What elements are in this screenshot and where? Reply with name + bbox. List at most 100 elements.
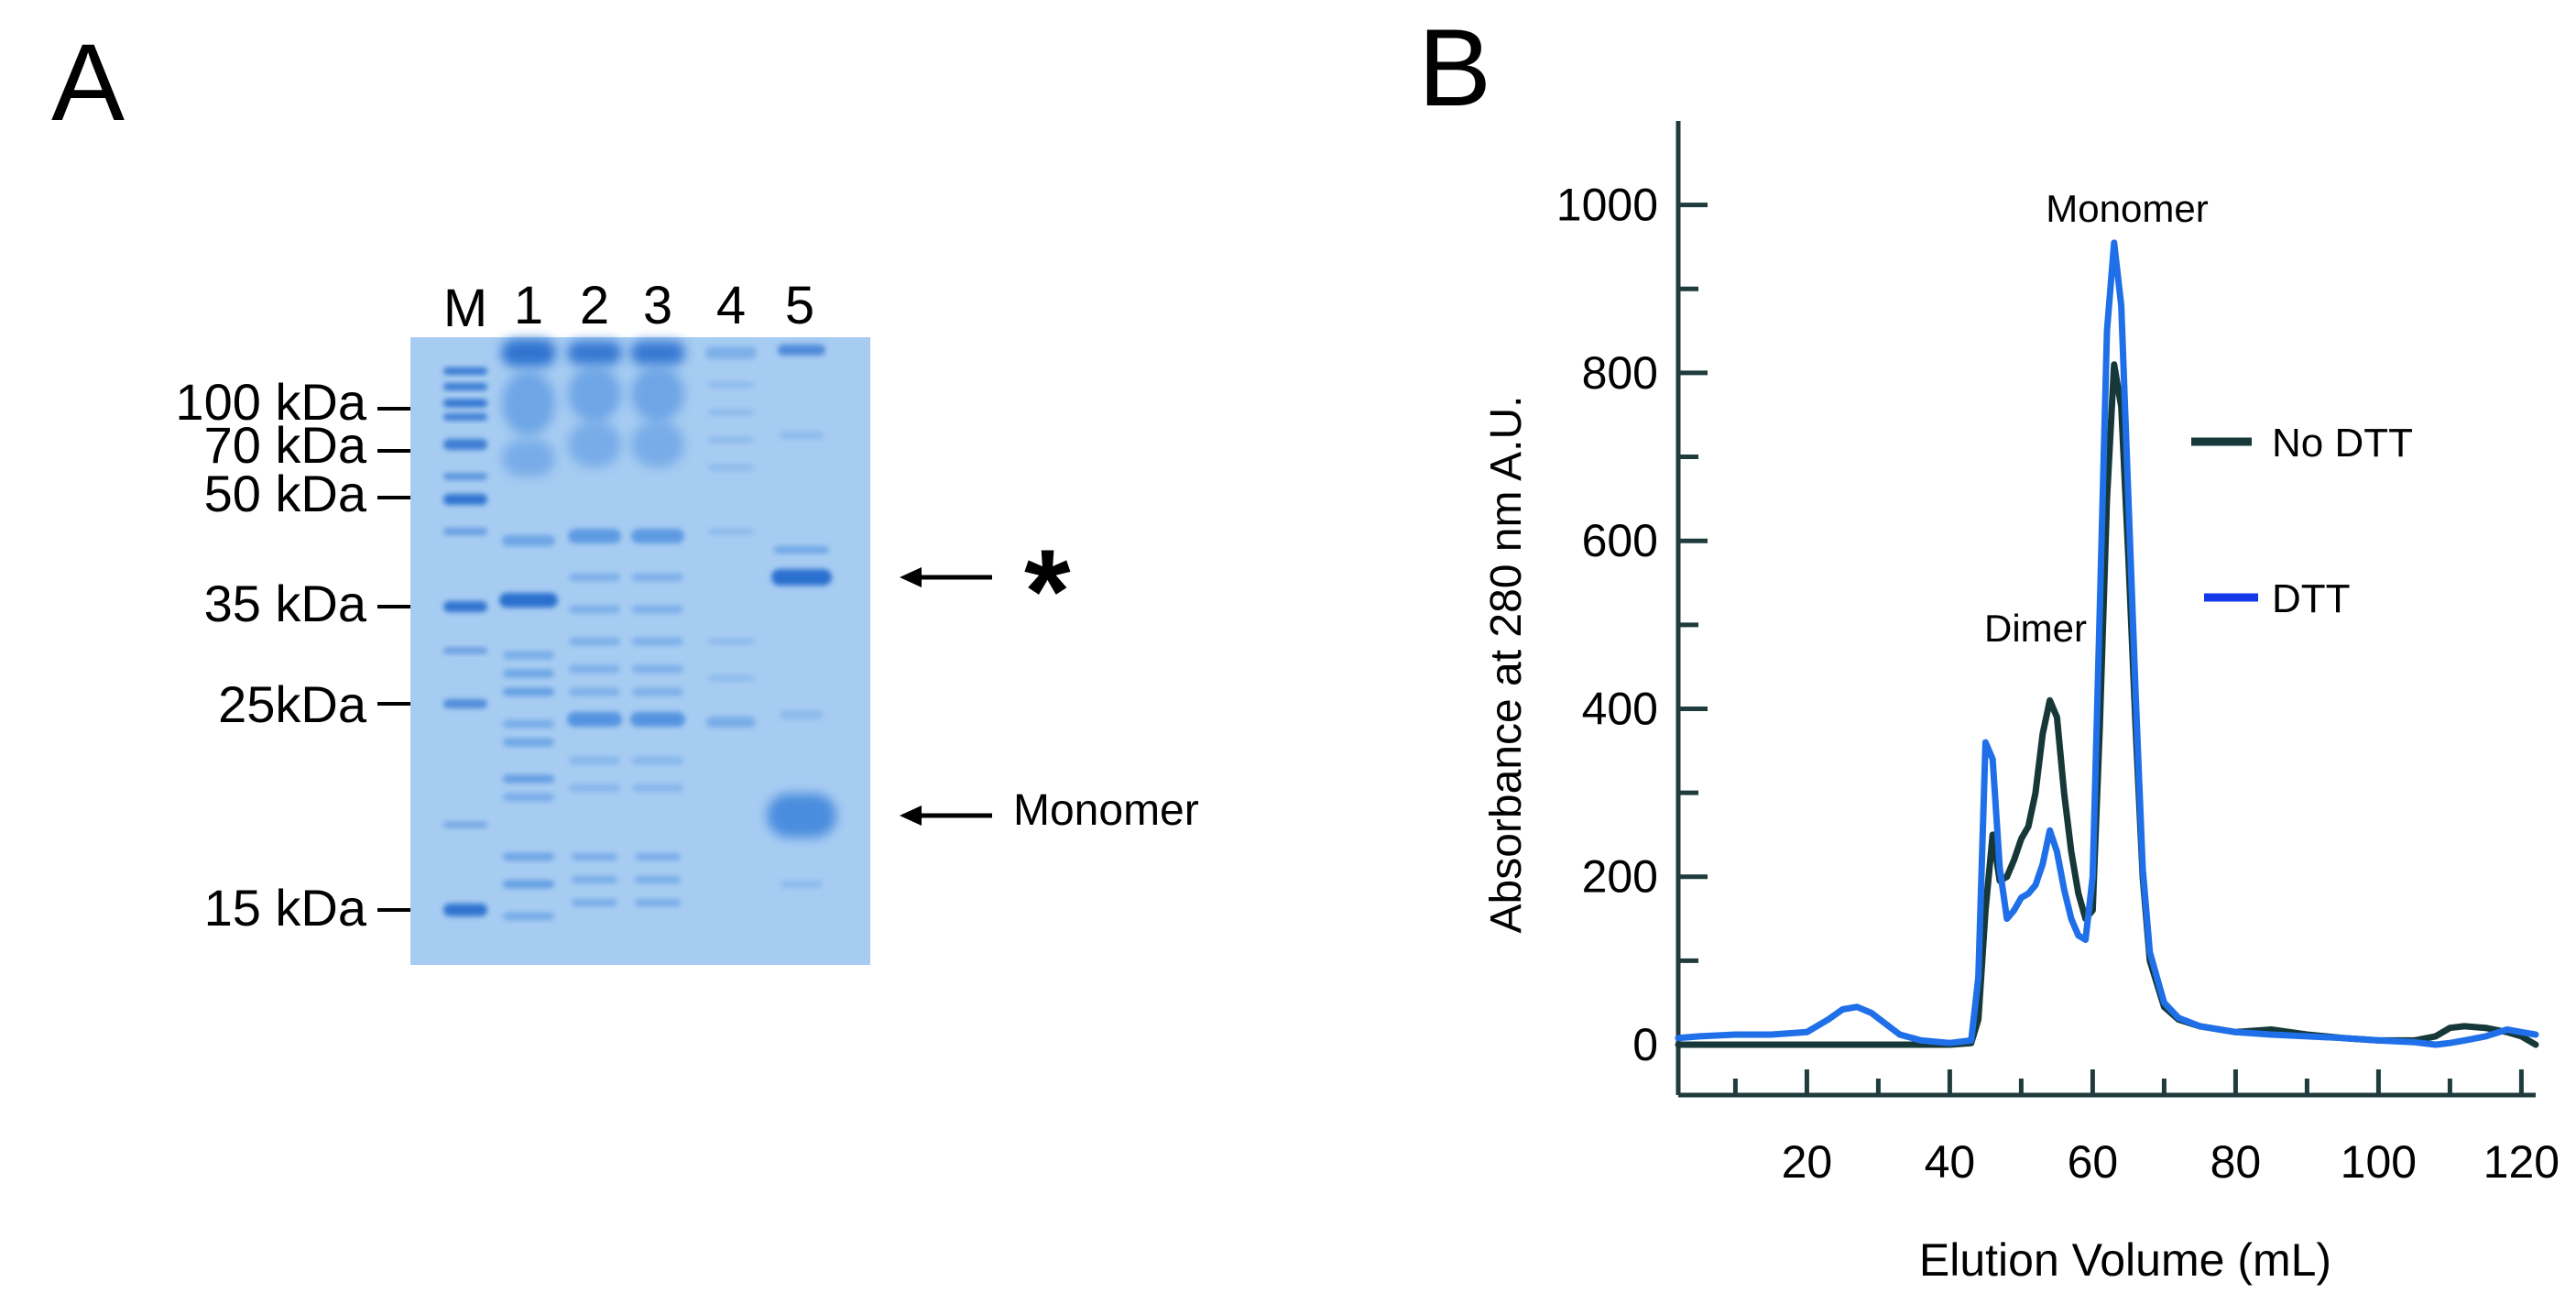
gel-band [708, 638, 754, 645]
gel-band [502, 371, 555, 435]
gel-band [708, 674, 754, 682]
annotation-dimer: Dimer [1984, 607, 2087, 650]
gel-band [569, 573, 620, 582]
lane-label-m: M [443, 279, 487, 338]
x-tick-label: 120 [2483, 1136, 2560, 1188]
gel-band [780, 710, 824, 719]
gel-band [632, 783, 683, 793]
series-line-dtt [1675, 239, 2539, 1048]
gel-band [632, 605, 683, 614]
panel-b-letter: B [1418, 6, 1492, 129]
gel-band [568, 529, 621, 543]
annotation-monomer: Monomer [2046, 187, 2208, 230]
marker-band [443, 439, 487, 450]
y-tick-label: 200 [1582, 851, 1658, 903]
gel-band [502, 440, 555, 477]
x-tick-label: 60 [2068, 1136, 2119, 1188]
gel-band [503, 912, 554, 921]
x-tick-label: 100 [2341, 1136, 2417, 1188]
gel-band [572, 876, 617, 883]
gel-band [632, 756, 683, 765]
gel-band [771, 569, 832, 586]
lane-label-5: 5 [785, 276, 814, 335]
chart-tick-labels: 0 200 400 600 800 1000 20 40 60 80 100 120 [1556, 180, 2560, 1188]
legend-label-no-dtt: No DTT [2272, 421, 2413, 466]
gel-band [635, 899, 681, 906]
legend-label-dtt: DTT [2272, 576, 2351, 621]
gel-band [503, 852, 554, 861]
gel-band [569, 637, 620, 646]
gel-band [630, 341, 685, 365]
marker-band [443, 367, 487, 375]
gel-band [567, 341, 622, 365]
gel-band [503, 669, 554, 678]
marker-band [443, 383, 487, 390]
lane-label-1: 1 [514, 276, 543, 335]
gel-band [503, 793, 554, 802]
gel-band [567, 712, 622, 727]
marker-band [443, 413, 487, 421]
gel-band [569, 687, 620, 696]
gel-band [569, 664, 620, 674]
series-line-no-dtt [1675, 361, 2539, 1048]
gel-bands [443, 339, 836, 921]
y-axis-label: Absorbance at 280 nm A.U. [1482, 395, 1531, 933]
gel-band [499, 593, 558, 608]
gel-band [501, 339, 556, 367]
gel-band [632, 664, 683, 674]
panel-a-letter: A [51, 21, 126, 144]
gel-band [568, 422, 621, 467]
x-axis-label: Elution Volume (mL) [1919, 1234, 2331, 1286]
arrow-star [900, 567, 992, 587]
gel-band [502, 535, 555, 546]
gel-band [503, 738, 554, 747]
gel-band [569, 783, 620, 793]
star-annotation: * [1024, 524, 1071, 658]
x-tick-label: 20 [1782, 1136, 1833, 1188]
marker-label-70: 70 kDa [204, 416, 367, 474]
gel-figure: M 1 2 3 4 5 100 kDa 70 kDa 50 kDa 35 kDa… [175, 276, 1199, 965]
y-tick-label: 0 [1632, 1019, 1658, 1070]
gel-band [568, 367, 621, 422]
gel-band [632, 687, 683, 696]
marker-band [443, 473, 487, 480]
gel-band [708, 381, 754, 389]
monomer-annotation-a: Monomer [1013, 786, 1199, 835]
arrow-monomer [900, 805, 992, 826]
gel-band [631, 367, 684, 422]
y-tick-label: 800 [1582, 347, 1658, 399]
gel-band [774, 546, 829, 553]
marker-label-35: 35 kDa [204, 575, 367, 632]
gel-band [631, 422, 684, 467]
gel-band [503, 719, 554, 729]
gel-band [503, 651, 554, 660]
gel-band [569, 756, 620, 765]
marker-band [443, 904, 487, 916]
gel-band [708, 436, 754, 444]
marker-label-25: 25kDa [218, 675, 367, 733]
chart-axes [1675, 121, 2536, 1098]
gel-band [632, 637, 683, 646]
marker-label-15: 15 kDa [204, 879, 367, 937]
gel-band [631, 529, 684, 543]
gel-band [503, 774, 554, 783]
gel-band [705, 346, 757, 359]
marker-band [443, 528, 487, 535]
marker-band [443, 601, 487, 612]
x-tick-label: 80 [2210, 1136, 2262, 1188]
y-tick-label: 1000 [1556, 180, 1658, 231]
gel-band [708, 409, 754, 416]
gel-band [569, 605, 620, 614]
marker-band [443, 821, 487, 828]
gel-band [708, 528, 754, 535]
elution-chart: 0 200 400 600 800 1000 20 40 60 80 100 120 Elution … [1482, 121, 2560, 1286]
gel-band [708, 464, 754, 471]
x-tick-label: 40 [1925, 1136, 1976, 1188]
gel-band [632, 573, 683, 582]
y-tick-label: 600 [1582, 515, 1658, 566]
gel-band [572, 853, 617, 860]
lane-label-4: 4 [716, 276, 746, 335]
gel-band [780, 881, 823, 888]
lane-label-3: 3 [643, 276, 672, 335]
marker-label-100: 100 kDa [175, 373, 366, 431]
